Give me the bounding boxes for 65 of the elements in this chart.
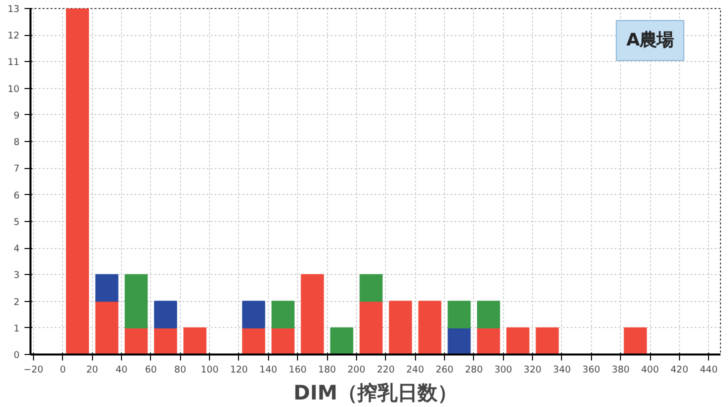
y-tick-label: 3 xyxy=(14,270,20,282)
y-tick-label: 11 xyxy=(8,57,20,68)
x-tick-label: 20 xyxy=(86,364,98,376)
x-tick-label: 300 xyxy=(494,364,512,376)
bar xyxy=(506,327,530,354)
y-tick-label: 2 xyxy=(14,296,20,308)
x-tick-label: 240 xyxy=(406,364,424,376)
bar xyxy=(242,300,266,328)
y-tick-label: 13 xyxy=(8,4,20,15)
x-tick-label: 260 xyxy=(436,364,454,376)
x-tick-label: 280 xyxy=(464,364,483,376)
bar xyxy=(272,300,295,328)
x-tick-label: 180 xyxy=(318,364,336,376)
y-tick-label: 8 xyxy=(14,137,20,148)
bar xyxy=(95,300,118,354)
x-tick-label: 420 xyxy=(670,364,688,376)
bar xyxy=(66,8,89,354)
bar xyxy=(272,327,295,354)
bar xyxy=(242,327,266,354)
bar xyxy=(154,327,178,354)
y-tick-label: 6 xyxy=(14,190,20,202)
bar xyxy=(124,327,148,354)
y-tick-label: 1 xyxy=(14,323,20,334)
x-tick-label: 400 xyxy=(641,364,659,376)
x-tick-label: 40 xyxy=(116,364,128,376)
bar xyxy=(388,300,412,354)
x-axis-title: DIM（搾乳日数） xyxy=(294,380,458,404)
bar xyxy=(477,327,500,354)
bar xyxy=(448,300,471,328)
x-tick-label: 60 xyxy=(144,364,157,376)
x-tick-label: 80 xyxy=(174,364,186,376)
x-tick-label: 140 xyxy=(259,364,278,376)
y-tick-label: 0 xyxy=(14,350,20,361)
x-tick-label: 340 xyxy=(553,364,571,376)
bar xyxy=(536,327,559,354)
bar xyxy=(360,274,383,302)
x-tick-label: −20 xyxy=(24,364,44,376)
bar xyxy=(183,327,206,354)
bar xyxy=(300,274,324,354)
x-tick-label: 0 xyxy=(60,364,66,376)
bar xyxy=(330,327,354,354)
x-tick-label: 320 xyxy=(524,364,542,376)
x-tick-label: 100 xyxy=(200,364,219,376)
y-tick-label: 7 xyxy=(14,164,20,175)
bar xyxy=(418,300,442,354)
bar xyxy=(154,300,178,328)
bar xyxy=(624,327,647,354)
bar xyxy=(95,274,118,302)
x-tick-label: 120 xyxy=(230,364,248,376)
x-tick-label: 380 xyxy=(612,364,630,376)
y-tick-label: 12 xyxy=(8,30,20,42)
annotation: A農場 xyxy=(626,30,674,50)
x-tick-label: 160 xyxy=(288,364,307,376)
x-tick-label: 220 xyxy=(376,364,395,376)
bar xyxy=(477,300,500,328)
x-tick-label: 360 xyxy=(582,364,600,376)
x-tick-label: 440 xyxy=(700,364,718,376)
x-tick-label: 200 xyxy=(348,364,366,376)
bar xyxy=(124,274,148,328)
bar xyxy=(448,327,471,354)
bar xyxy=(360,300,383,354)
y-tick-label: 10 xyxy=(8,84,20,95)
y-tick-label: 9 xyxy=(14,110,20,122)
y-tick-label: 5 xyxy=(14,216,20,228)
y-tick-label: 4 xyxy=(14,244,20,255)
